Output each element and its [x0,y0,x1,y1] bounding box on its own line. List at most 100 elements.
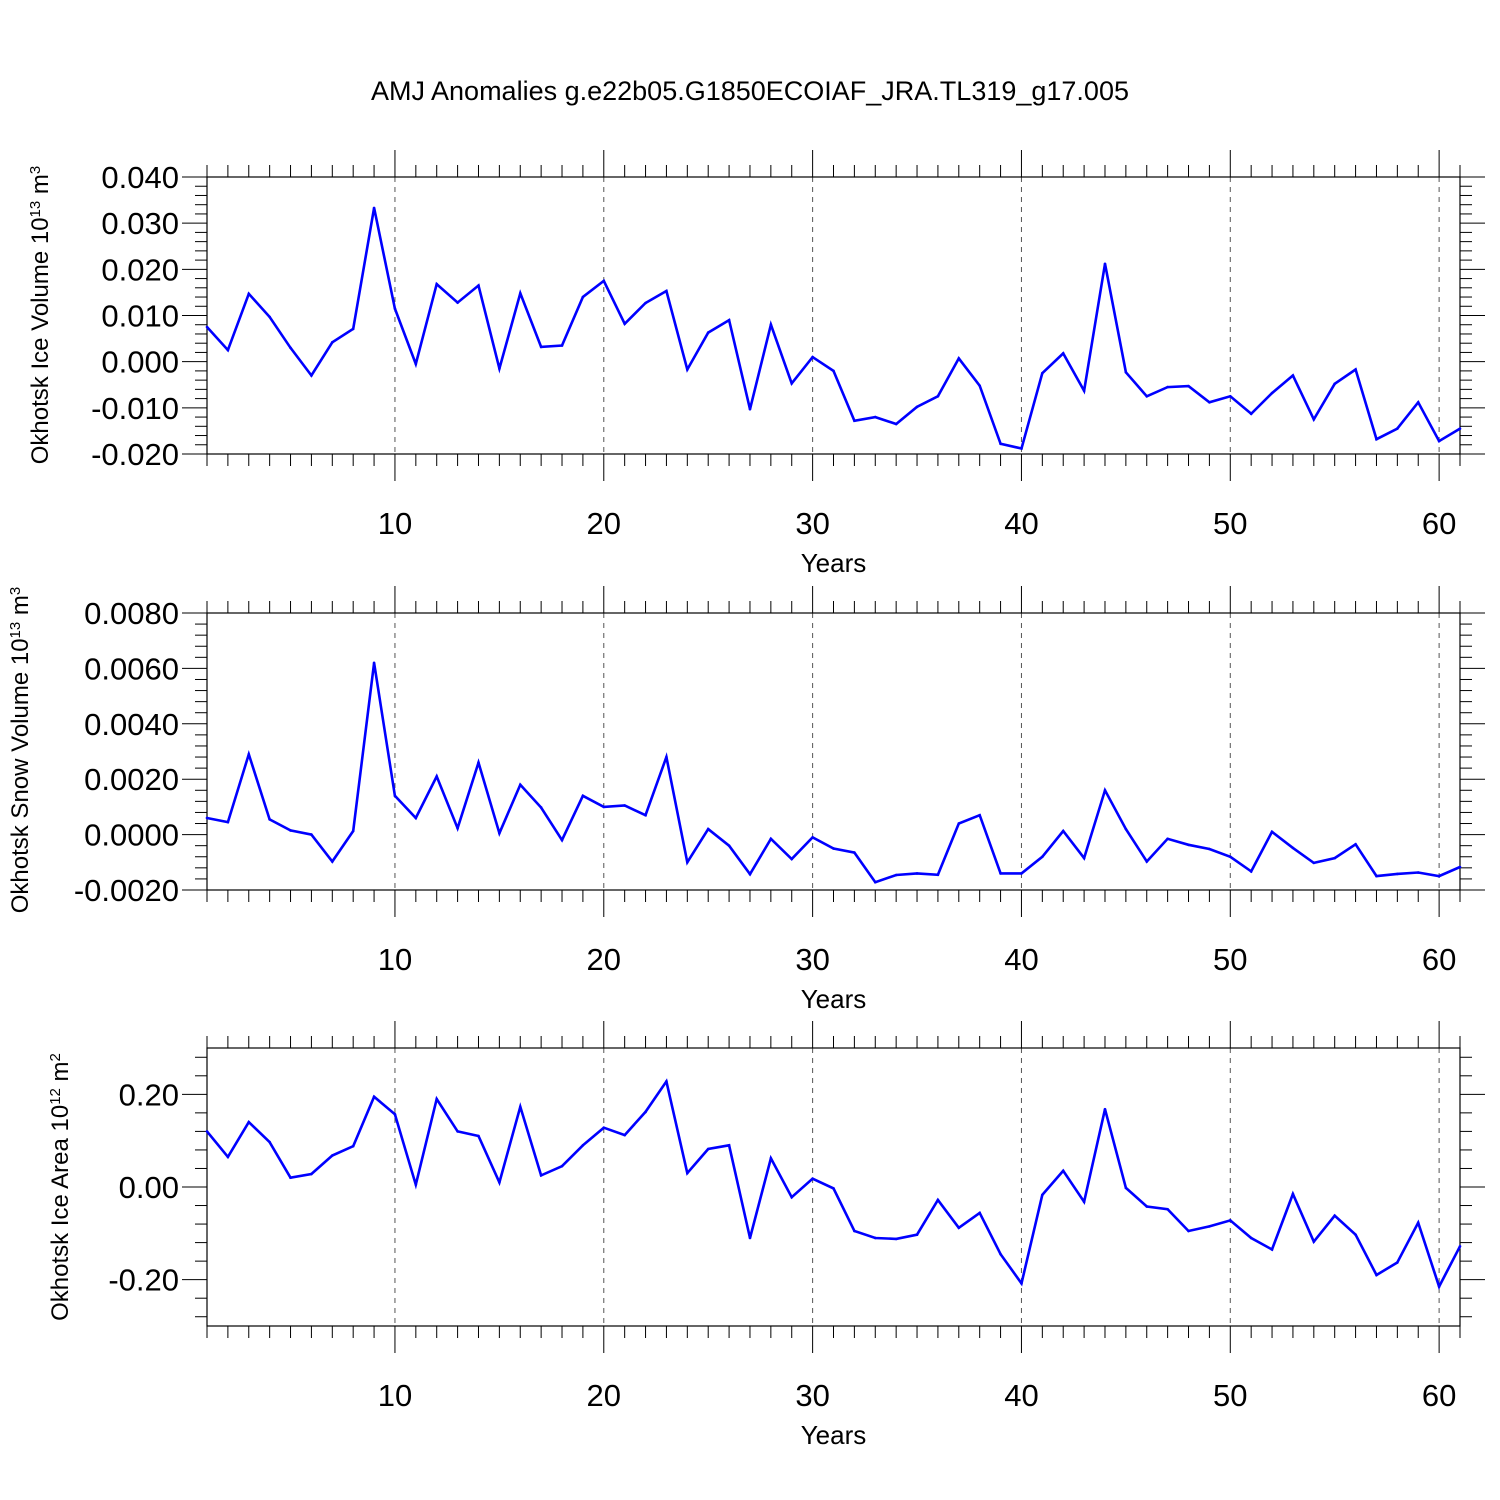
data-point [331,1154,334,1157]
y-axis-title-superscript: 13 [7,622,24,639]
y-axis-title: Okhotsk Snow Volume 1013 m3 [7,587,35,914]
data-point [811,1177,814,1180]
data-point [560,344,564,347]
data-point [1187,843,1190,847]
data-point [1061,829,1065,833]
data-point [1270,391,1274,395]
data-point [915,1233,919,1237]
data-point [1416,871,1420,874]
chart-panel-2: -0.0020 0.0000 0.0020 0.0040 0.0060 0.0080 10 2… [7,586,1485,1014]
x-tick-label: 60 [1422,942,1456,977]
data-point [873,415,877,419]
x-tick-label: 50 [1213,1378,1247,1413]
data-point [602,1126,606,1129]
data-point [623,1133,626,1137]
data-point [1354,1233,1357,1237]
data-point [1291,846,1295,850]
data-point [498,367,501,370]
y-axis-title-superscript: 13 [27,201,44,218]
y-axis-title-text: m [47,1061,74,1088]
data-point [1312,418,1316,421]
data-point [351,327,355,331]
x-axis-title: Years [801,1420,867,1450]
x-tick-label: 20 [587,942,621,977]
data-point [1396,1261,1399,1264]
data-point [748,407,752,411]
data-point [1458,865,1462,869]
y-tick-label: -0.010 [91,391,179,426]
data-point [1416,1221,1420,1224]
data-point [1437,1285,1441,1288]
data-point [518,1105,522,1109]
y-axis-title-text: m [7,595,34,622]
data-point [539,1174,543,1177]
y-tick-label: 0.0060 [84,651,179,686]
data-point [1041,1193,1044,1197]
data-point [957,822,961,825]
data-point [769,323,773,327]
y-tick-label: 0.00 [119,1170,179,1205]
data-point [331,860,334,863]
data-point [832,1187,835,1190]
data-point [1458,427,1462,430]
y-axis-title-text: m [27,174,54,201]
y-tick-label: -0.020 [91,437,179,472]
data-point [1124,370,1128,374]
x-tick-label: 10 [378,1378,412,1413]
data-point [769,837,773,841]
x-tick-label: 30 [795,506,829,541]
data-point [1291,374,1295,377]
y-tick-label: 0.20 [119,1077,179,1112]
y-axis-title-text: Okhotsk Ice Area 10 [47,1105,74,1321]
data-point [1416,400,1420,404]
y-axis-title-text: Okhotsk Snow Volume 10 [7,638,34,913]
data-point [1375,1273,1378,1277]
data-point [936,394,940,398]
data-point [1333,382,1336,386]
data-point [706,331,710,334]
data-point [790,1195,794,1199]
data-point [1333,856,1336,860]
data-point [1103,1107,1107,1111]
y-axis-title: Okhotsk Ice Area 1012 m2 [47,1053,75,1321]
data-point [727,1144,731,1147]
y-tick-label: 0.0020 [84,762,179,797]
y-tick-label: 0.020 [101,252,179,287]
data-point [268,315,271,319]
data-point [268,818,271,821]
data-point [351,1144,355,1148]
data-point [1061,352,1065,355]
data-point [936,1198,940,1202]
data-point [539,345,543,349]
data-point [226,1155,230,1159]
data-point [665,289,668,293]
data-point [393,794,397,798]
data-point [832,369,835,373]
chart-panel-1: -0.020 -0.010 0.000 0.010 0.020 0.030 0.040 10 2… [27,150,1485,578]
data-point [1333,1214,1336,1218]
data-point [1187,1229,1190,1233]
data-point [811,836,814,839]
data-point [623,804,626,807]
data-point [1458,1245,1462,1248]
data-point [477,1134,480,1138]
data-point [853,1229,856,1233]
data-point [226,348,230,352]
y-tick-label: 0.0040 [84,707,179,742]
data-point [393,1112,397,1116]
data-point [539,806,543,809]
data-point [811,355,814,359]
data-point [644,301,647,305]
y-axis-title: Okhotsk Ice Volume 1013 m3 [27,166,55,465]
data-point [686,368,689,371]
data-point [1166,385,1169,389]
data-point [498,1181,501,1184]
data-point [1187,384,1190,388]
data-point [999,872,1002,875]
data-point [560,838,564,842]
data-point [957,357,961,360]
data-point [581,1144,585,1147]
data-point [1061,1169,1065,1173]
x-tick-label: 20 [587,1378,621,1413]
x-tick-label: 30 [795,942,829,977]
